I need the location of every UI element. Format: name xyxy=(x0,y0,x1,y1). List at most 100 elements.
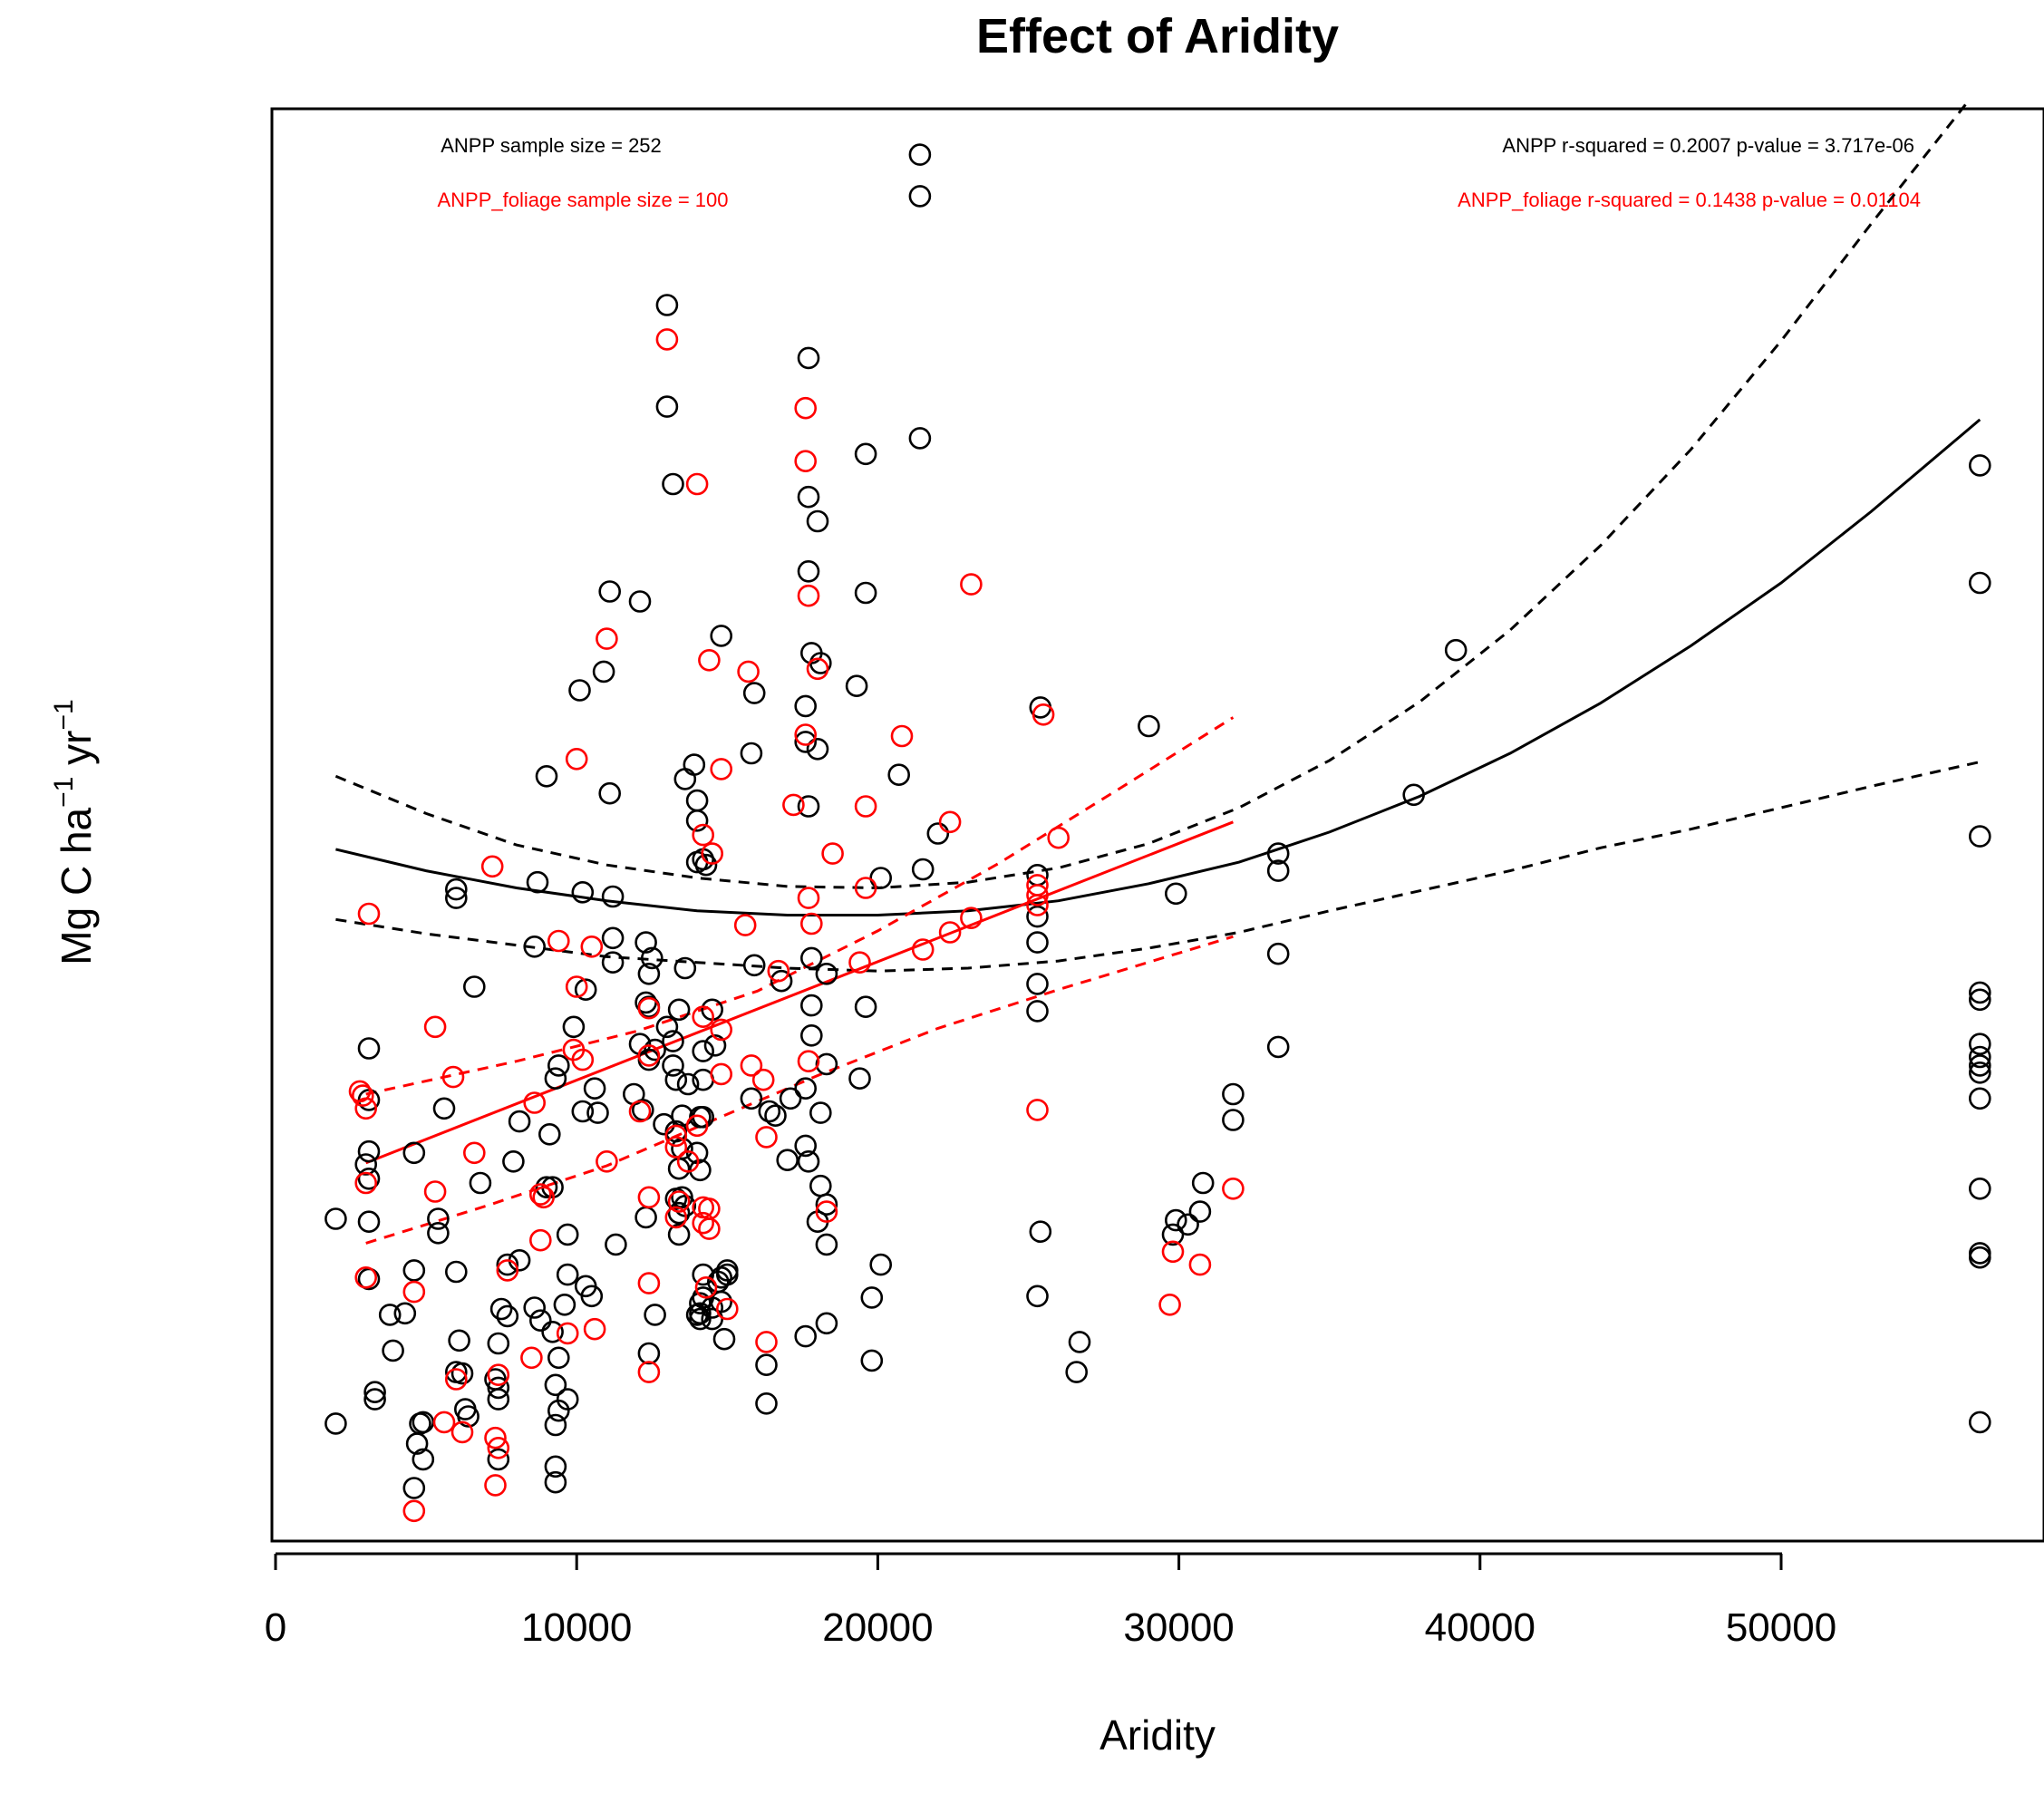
anpp-point xyxy=(544,1455,567,1479)
anpp-point xyxy=(809,1174,832,1197)
anpp-point xyxy=(1026,973,1049,995)
anpp-point xyxy=(1065,1361,1088,1383)
anpp-point xyxy=(764,1104,787,1127)
anpp-point xyxy=(908,143,932,166)
foliage-point xyxy=(354,1097,378,1120)
anpp-point xyxy=(496,1253,519,1276)
anpp-point xyxy=(815,1312,838,1335)
anpp-point xyxy=(526,870,549,894)
anpp-point xyxy=(487,1332,510,1355)
anpp-point xyxy=(794,694,818,718)
foliage-point xyxy=(782,793,805,817)
foliage-point xyxy=(357,902,381,926)
y-axis-label-sup1: −1 xyxy=(49,777,79,808)
anpp-point xyxy=(598,580,622,603)
foliage-point xyxy=(685,1114,709,1138)
anpp-point xyxy=(528,1309,552,1332)
foliage-point xyxy=(450,1420,474,1444)
anpp-upper-ci-line xyxy=(334,101,1970,890)
anpp-point xyxy=(1969,1033,1991,1055)
anpp-point xyxy=(667,1223,691,1246)
foliage-point xyxy=(528,1183,552,1206)
anpp-point xyxy=(869,1253,893,1276)
foliage-sample-size: ANPP_foliage sample size = 100 xyxy=(437,189,728,211)
foliage-point xyxy=(351,1084,374,1107)
x-tick-label-0: 0 xyxy=(265,1605,286,1650)
anpp-point xyxy=(583,1077,606,1100)
anpp-point xyxy=(755,1353,778,1376)
anpp-point xyxy=(1165,1208,1187,1232)
foliage-point xyxy=(960,906,983,930)
foliage-point xyxy=(694,1276,718,1299)
anpp-point xyxy=(357,1037,381,1060)
foliage-point xyxy=(547,929,570,953)
anpp-point xyxy=(815,1193,838,1216)
y-axis-label-sup2: −1 xyxy=(49,699,79,730)
anpp-point xyxy=(692,1040,715,1062)
anpp-point xyxy=(568,679,591,702)
anpp-point xyxy=(1191,1171,1215,1195)
foliage-point xyxy=(806,657,829,681)
anpp-point xyxy=(1969,1054,1991,1077)
x-tick-label-10000: 10000 xyxy=(521,1605,632,1650)
foliage-point xyxy=(710,1062,733,1086)
anpp-point xyxy=(535,1176,558,1198)
anpp-point xyxy=(710,1266,733,1289)
foliage-point xyxy=(794,450,818,473)
anpp-point xyxy=(635,931,657,954)
anpp-point xyxy=(776,1149,799,1171)
foliage-points xyxy=(348,328,1245,1523)
x-tick-label-40000: 40000 xyxy=(1425,1605,1535,1650)
foliage-point xyxy=(1047,826,1070,849)
foliage-point xyxy=(664,1206,688,1229)
anpp-point xyxy=(794,1134,818,1158)
foliage-lower-ci-line xyxy=(365,935,1234,1245)
foliage-point xyxy=(565,975,588,998)
y-axis-label-base: Mg C ha xyxy=(53,807,100,965)
foliage-point xyxy=(354,1266,378,1289)
anpp-point xyxy=(1177,1213,1199,1236)
anpp-point xyxy=(662,1054,684,1077)
foliage-point xyxy=(848,951,871,974)
anpp-point xyxy=(676,1072,700,1096)
anpp-point xyxy=(378,1304,402,1326)
foliage-point xyxy=(890,724,914,748)
foliage-point xyxy=(637,1186,661,1209)
anpp-point xyxy=(553,1294,576,1316)
anpp-point xyxy=(1068,1331,1091,1353)
anpp-point xyxy=(487,1376,510,1400)
anpp-point xyxy=(815,1052,838,1076)
foliage-point xyxy=(1026,884,1049,906)
anpp-point xyxy=(701,1307,724,1331)
anpp-point xyxy=(662,472,684,496)
anpp-point xyxy=(1969,1411,1991,1434)
foliage-point xyxy=(815,1200,838,1223)
anpp-point xyxy=(640,946,664,970)
fit-lines xyxy=(334,101,1981,1245)
anpp-point xyxy=(628,590,652,613)
foliage-point xyxy=(710,1018,733,1042)
foliage-point xyxy=(854,795,877,818)
y-axis-label: Mg C ha−1 yr−1 xyxy=(49,699,100,965)
anpp-point xyxy=(325,1207,347,1230)
anpp-point xyxy=(363,1388,386,1411)
anpp-point xyxy=(779,1087,802,1110)
anpp-point xyxy=(662,1030,684,1052)
anpp-point xyxy=(1026,931,1049,954)
foliage-point xyxy=(797,1050,820,1072)
anpp-point xyxy=(1188,1200,1212,1223)
anpp-point xyxy=(710,625,733,647)
foliage-fit-line xyxy=(365,820,1234,1165)
anpp-point xyxy=(580,1285,604,1308)
foliage-point xyxy=(596,627,618,650)
anpp-point xyxy=(797,559,820,583)
anpp-point xyxy=(457,1405,480,1428)
foliage-point xyxy=(676,1150,700,1173)
anpp-point xyxy=(644,1304,666,1326)
anpp-point xyxy=(770,969,793,993)
anpp-point xyxy=(671,1104,693,1127)
foliage-point xyxy=(637,1361,661,1383)
anpp-point xyxy=(655,1015,679,1039)
foliage-point xyxy=(580,936,604,958)
anpp-point xyxy=(357,1210,381,1233)
